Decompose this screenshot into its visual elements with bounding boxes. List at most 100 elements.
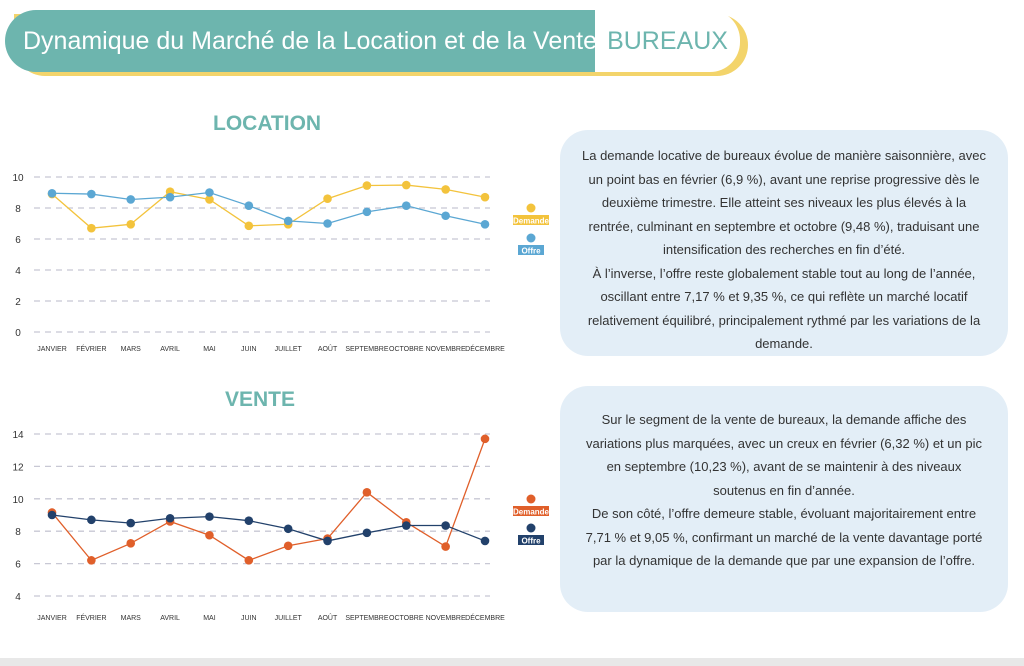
data-point-demande xyxy=(362,488,372,497)
data-point-offre xyxy=(401,201,411,210)
data-point-offre xyxy=(87,189,96,199)
footer-bar xyxy=(0,658,1024,666)
y-tick-label: 2 xyxy=(15,297,21,308)
y-tick-label: 0 xyxy=(15,328,21,339)
y-tick-label: 6 xyxy=(15,235,21,246)
data-point-offre xyxy=(244,516,254,525)
legend-label: Offre xyxy=(521,247,541,256)
x-tick-label: FÉVRIER xyxy=(76,344,106,353)
legend-label: Demande xyxy=(513,217,550,226)
legend-label-bg xyxy=(518,245,544,255)
page-title: Dynamique du Marché de la Location et de… xyxy=(5,10,597,72)
x-tick-label: JUIN xyxy=(241,615,257,622)
data-point-demande xyxy=(323,194,332,203)
legend-label-bg xyxy=(513,215,549,225)
data-point-offre xyxy=(47,510,57,520)
y-tick-label: 14 xyxy=(12,430,24,441)
y-tick-label: 10 xyxy=(12,495,24,506)
legend-marker-offre xyxy=(526,233,536,243)
data-point-offre xyxy=(401,521,411,530)
data-point-demande xyxy=(126,539,136,548)
data-point-offre xyxy=(165,513,175,523)
data-point-offre xyxy=(47,188,57,198)
x-tick-label: FÉVRIER xyxy=(76,613,106,622)
data-point-offre xyxy=(87,515,96,525)
x-tick-label: JUILLET xyxy=(275,346,303,353)
data-point-demande xyxy=(480,192,490,202)
data-point-offre xyxy=(441,521,450,530)
vente-chart-title: VENTE xyxy=(225,388,296,411)
series-line-demande xyxy=(51,438,486,562)
x-tick-label: AVRIL xyxy=(160,615,180,622)
legend-marker-offre xyxy=(526,523,536,533)
y-tick-label: 8 xyxy=(15,527,21,538)
legend-label-bg xyxy=(518,535,544,545)
data-point-offre xyxy=(244,201,254,210)
x-tick-label: DÉCEMBRE xyxy=(465,344,505,353)
data-point-demande xyxy=(441,185,450,194)
data-point-offre xyxy=(362,207,372,217)
data-point-demande xyxy=(87,556,96,565)
x-tick-label: SEPTEMBRE xyxy=(345,346,389,353)
data-point-offre xyxy=(205,512,214,521)
x-tick-label: MAI xyxy=(203,615,216,622)
y-tick-label: 4 xyxy=(15,592,21,603)
x-tick-label: AVRIL xyxy=(160,346,180,353)
data-point-demande xyxy=(244,221,254,231)
x-tick-label: MAI xyxy=(203,346,216,353)
data-point-offre xyxy=(205,188,214,197)
x-tick-label: MARS xyxy=(121,615,142,622)
location-paragraph: À l’inverse, l’offre reste globalement s… xyxy=(587,265,981,352)
y-tick-label: 4 xyxy=(15,266,21,277)
legend-label: Demande xyxy=(513,508,550,517)
legend-label: Offre xyxy=(521,537,541,546)
data-point-offre xyxy=(165,192,175,202)
location-paragraph: La demande locative de bureaux évolue de… xyxy=(582,148,986,257)
vente-commentary: Sur le segment de la vente de bureaux, l… xyxy=(560,386,1008,612)
data-point-demande xyxy=(480,434,490,444)
data-point-offre xyxy=(283,524,293,534)
data-point-demande xyxy=(244,556,254,565)
data-point-demande xyxy=(87,223,96,233)
y-tick-label: 12 xyxy=(12,462,24,473)
x-tick-label: OCTOBRE xyxy=(389,615,424,622)
x-tick-label: NOVEMBRE xyxy=(426,615,466,622)
data-point-offre xyxy=(126,195,136,204)
data-point-demande xyxy=(401,180,411,190)
data-point-demande xyxy=(205,530,214,540)
x-tick-label: SEPTEMBRE xyxy=(345,615,389,622)
data-point-offre xyxy=(362,528,372,538)
data-point-demande xyxy=(362,181,372,190)
x-tick-label: AOÛT xyxy=(318,344,338,353)
series-line-offre xyxy=(51,191,486,225)
data-point-offre xyxy=(441,211,450,221)
legend-label-bg xyxy=(513,506,549,516)
vente-paragraph: Sur le segment de la vente de bureaux, l… xyxy=(586,412,982,498)
y-tick-label: 10 xyxy=(12,173,24,184)
data-point-demande xyxy=(205,195,214,204)
y-tick-label: 6 xyxy=(15,560,21,571)
data-point-offre xyxy=(283,216,293,226)
location-chart-title: LOCATION xyxy=(213,112,322,135)
x-tick-label: MARS xyxy=(121,346,142,353)
legend-marker-demande xyxy=(526,203,536,213)
data-point-demande xyxy=(283,541,293,551)
data-point-offre xyxy=(480,536,490,546)
data-point-offre xyxy=(480,219,490,229)
x-tick-label: DÉCEMBRE xyxy=(465,613,505,622)
x-tick-label: JANVIER xyxy=(37,346,67,353)
vente-paragraph: De son côté, l’offre demeure stable, évo… xyxy=(585,506,983,568)
legend-marker-demande xyxy=(526,494,536,504)
location-commentary: La demande locative de bureaux évolue de… xyxy=(560,130,1008,356)
data-point-offre xyxy=(323,536,332,546)
series-line-demande xyxy=(51,184,486,229)
y-tick-label: 8 xyxy=(15,204,21,215)
category-tag: BUREAUX xyxy=(595,10,740,72)
x-tick-label: JUIN xyxy=(241,346,257,353)
series-line-offre xyxy=(51,514,486,542)
data-point-offre xyxy=(126,518,136,528)
x-tick-label: NOVEMBRE xyxy=(426,346,466,353)
x-tick-label: JUILLET xyxy=(275,615,303,622)
x-tick-label: JANVIER xyxy=(37,615,67,622)
